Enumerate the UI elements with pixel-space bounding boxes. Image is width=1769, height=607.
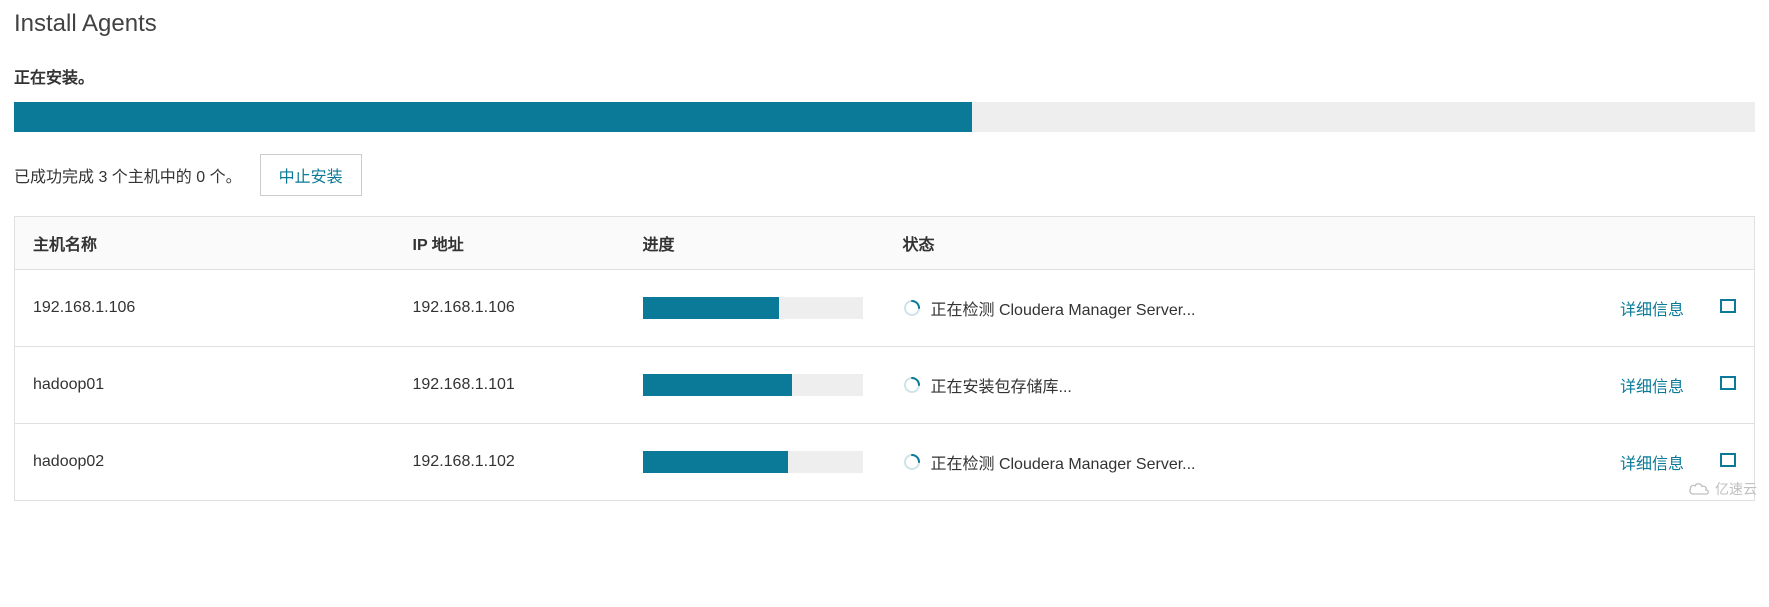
cell-hostname: hadoop01 xyxy=(15,347,395,424)
spinner-icon xyxy=(903,453,921,471)
spinner-icon xyxy=(903,376,921,394)
cell-hostname: 192.168.1.106 xyxy=(15,270,395,347)
cell-ip: 192.168.1.106 xyxy=(395,270,625,347)
table-header-row: 主机名称 IP 地址 进度 状态 xyxy=(15,217,1755,270)
watermark: 亿速云 xyxy=(1687,479,1757,499)
header-hostname: 主机名称 xyxy=(15,217,395,270)
cell-ip: 192.168.1.101 xyxy=(395,347,625,424)
row-progress-bar xyxy=(643,297,863,319)
header-status: 状态 xyxy=(885,217,1755,270)
cell-status: 正在检测 Cloudera Manager Server... xyxy=(885,270,1583,347)
cell-ip: 192.168.1.102 xyxy=(395,424,625,501)
spinner-icon xyxy=(903,299,921,317)
table-row: hadoop01 192.168.1.101 正在安装包存储库... 详细信息 xyxy=(15,347,1755,424)
watermark-text: 亿速云 xyxy=(1715,479,1757,499)
expand-icon[interactable] xyxy=(1720,376,1736,390)
cloud-icon xyxy=(1687,481,1711,497)
details-link[interactable]: 详细信息 xyxy=(1620,456,1684,473)
cell-actions: 详细信息 xyxy=(1582,424,1702,501)
cell-status: 正在检测 Cloudera Manager Server... xyxy=(885,424,1583,501)
install-status-label: 正在安装。 xyxy=(14,64,1755,88)
expand-icon[interactable] xyxy=(1720,299,1736,313)
table-body: 192.168.1.106 192.168.1.106 正在检测 Clouder… xyxy=(15,270,1755,501)
cell-extra xyxy=(1702,270,1755,347)
host-table: 主机名称 IP 地址 进度 状态 192.168.1.106 192.168.1… xyxy=(14,216,1755,501)
status-text: 正在检测 Cloudera Manager Server... xyxy=(931,296,1196,320)
row-progress-fill xyxy=(643,297,779,319)
details-link[interactable]: 详细信息 xyxy=(1620,302,1684,319)
details-link[interactable]: 详细信息 xyxy=(1620,379,1684,396)
row-progress-fill xyxy=(643,374,793,396)
cell-status: 正在安装包存储库... xyxy=(885,347,1583,424)
page-title: Install Agents xyxy=(14,10,1755,38)
cell-progress xyxy=(625,424,885,501)
expand-icon[interactable] xyxy=(1720,453,1736,467)
abort-install-button[interactable]: 中止安装 xyxy=(260,154,362,196)
status-text: 正在检测 Cloudera Manager Server... xyxy=(931,450,1196,474)
cell-actions: 详细信息 xyxy=(1582,347,1702,424)
header-ip: IP 地址 xyxy=(395,217,625,270)
main-progress-bar xyxy=(14,102,1755,132)
main-progress-fill xyxy=(14,102,972,132)
progress-summary-text: 已成功完成 3 个主机中的 0 个。 xyxy=(14,163,242,187)
row-progress-bar xyxy=(643,374,863,396)
table-row: 192.168.1.106 192.168.1.106 正在检测 Clouder… xyxy=(15,270,1755,347)
cell-progress xyxy=(625,270,885,347)
row-progress-bar xyxy=(643,451,863,473)
cell-extra xyxy=(1702,347,1755,424)
row-progress-fill xyxy=(643,451,788,473)
cell-progress xyxy=(625,347,885,424)
cell-hostname: hadoop02 xyxy=(15,424,395,501)
status-text: 正在安装包存储库... xyxy=(931,373,1072,397)
progress-summary-row: 已成功完成 3 个主机中的 0 个。 中止安装 xyxy=(14,154,1755,196)
cell-actions: 详细信息 xyxy=(1582,270,1702,347)
table-row: hadoop02 192.168.1.102 正在检测 Cloudera Man… xyxy=(15,424,1755,501)
header-progress: 进度 xyxy=(625,217,885,270)
